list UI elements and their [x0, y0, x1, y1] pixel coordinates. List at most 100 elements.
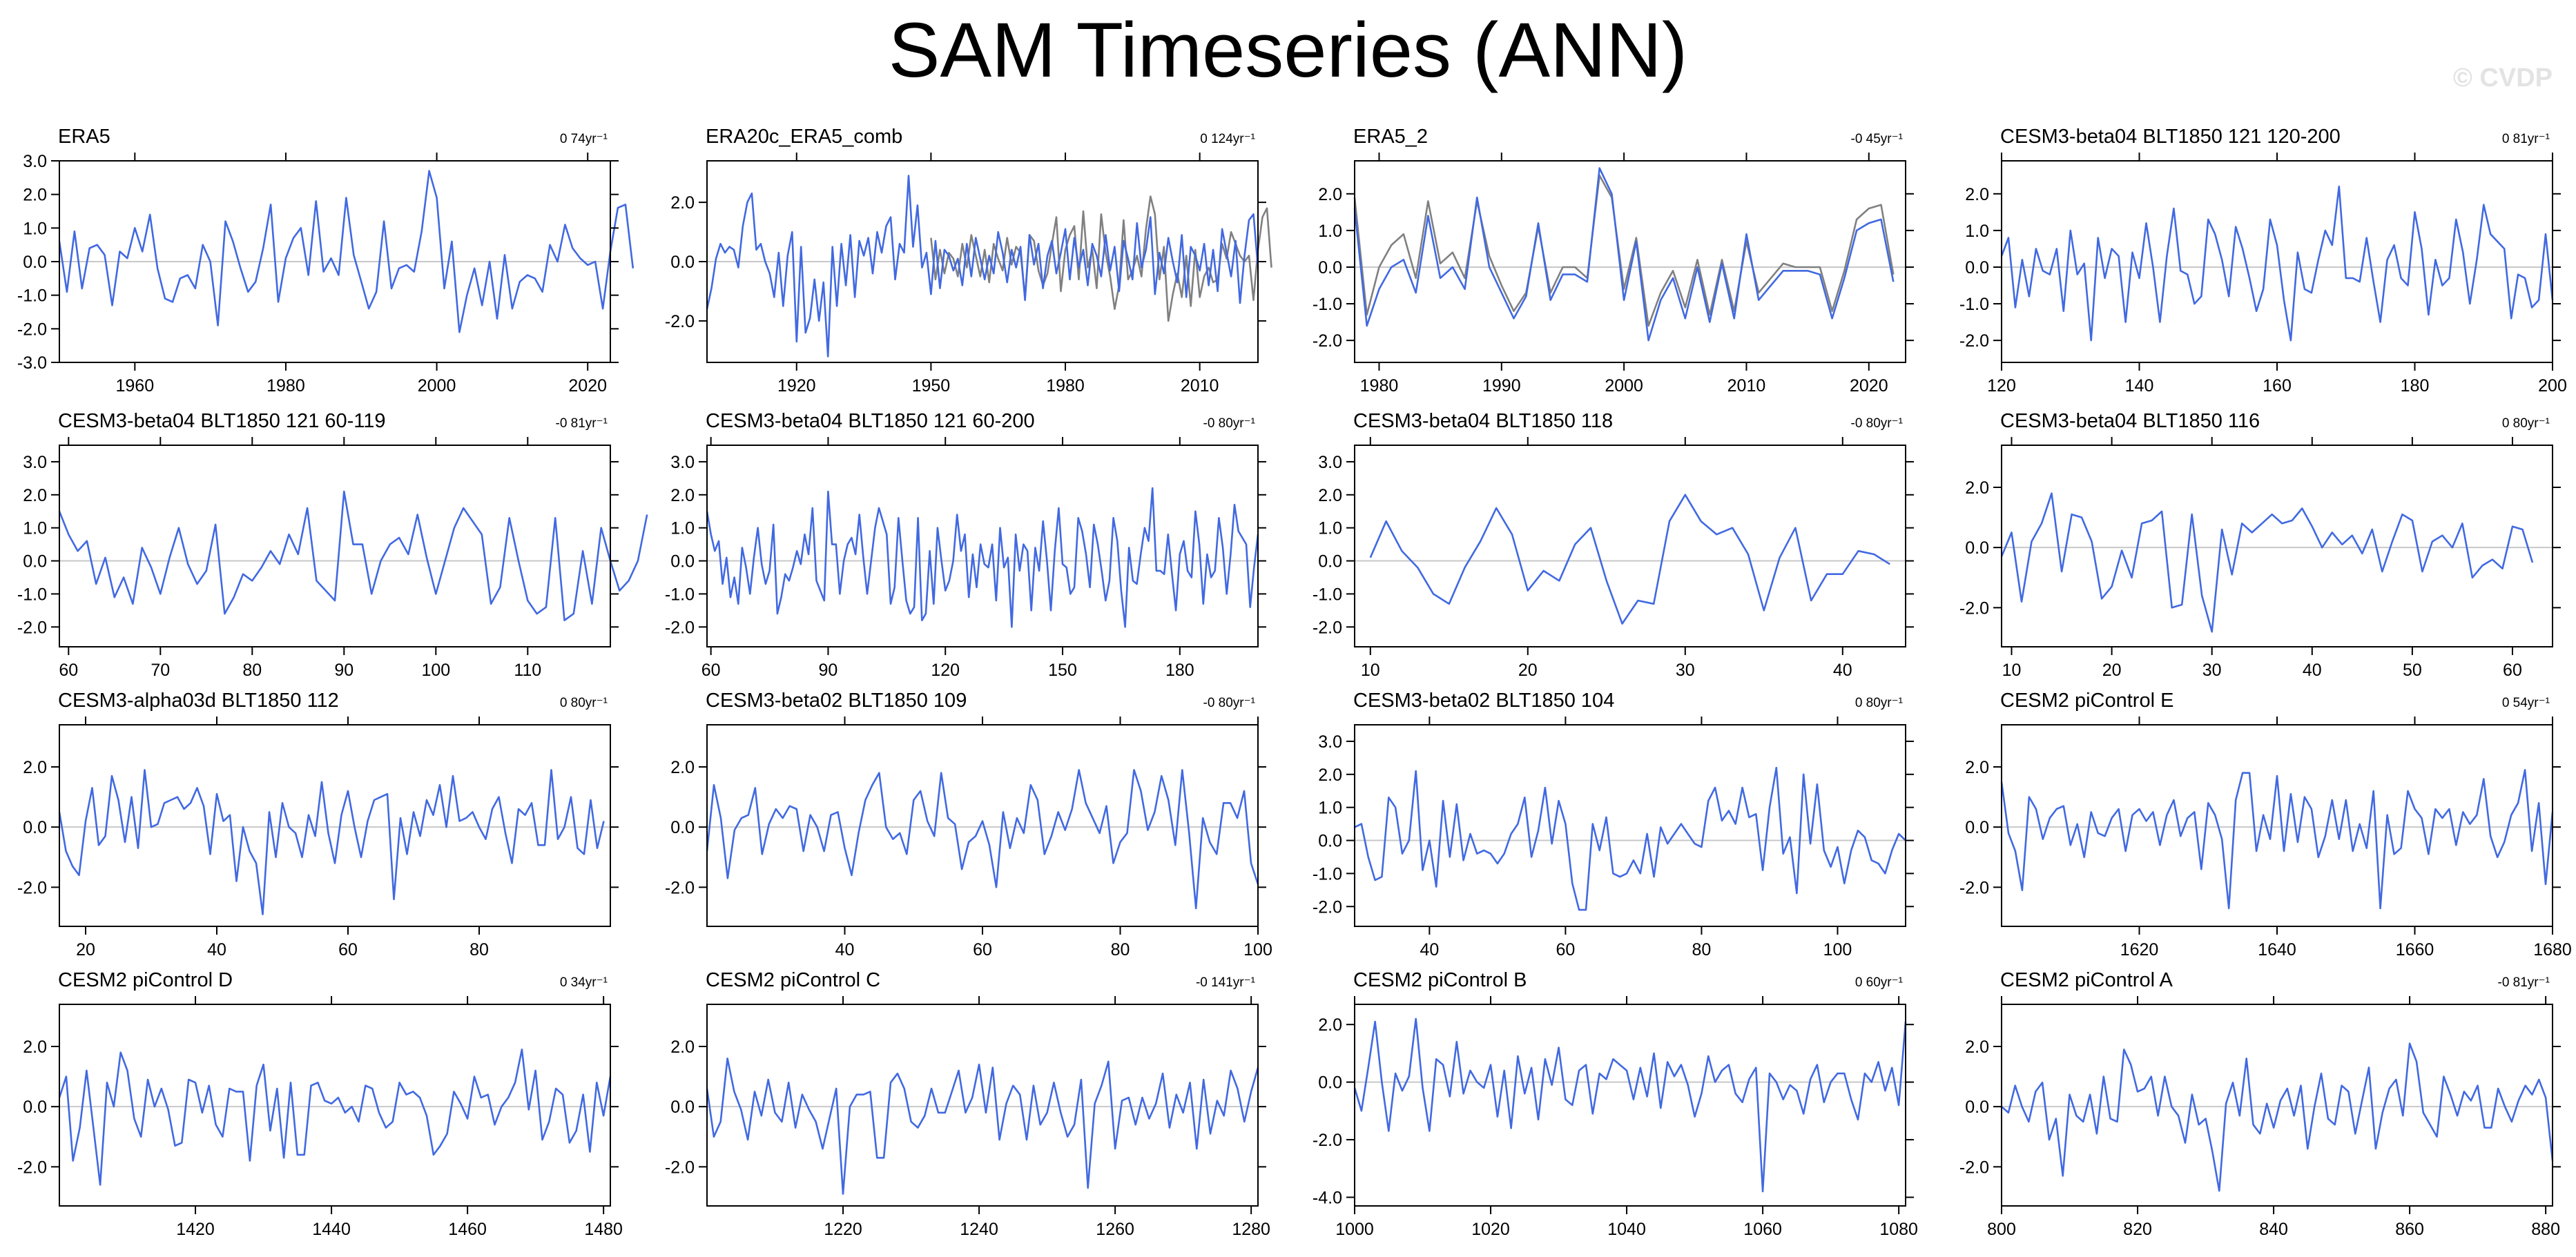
y-tick-label: -2.0 [1313, 897, 1342, 917]
plot-frame [59, 445, 611, 647]
y-tick-label: 2.0 [670, 758, 695, 777]
x-tick-label: 2010 [1727, 376, 1766, 396]
y-tick-label: -2.0 [1959, 598, 1989, 618]
series-line [2001, 1042, 2554, 1192]
trend-label: -0 45yr⁻¹ [1851, 132, 1904, 146]
x-tick-label: 1280 [1232, 1220, 1270, 1239]
series-line [1353, 167, 1895, 342]
series-line [706, 175, 1259, 358]
trend-label: -0 80yr⁻¹ [1203, 416, 1256, 431]
y-tick-label: -2.0 [1313, 618, 1342, 637]
x-tick-label: 100 [1823, 940, 1852, 959]
y-tick-label: 1.0 [23, 519, 47, 538]
y-tick-label: 2.0 [670, 193, 695, 213]
y-tick-label: 1.0 [670, 519, 695, 538]
panel-title: CESM2 piControl D [58, 969, 233, 991]
x-tick-label: 70 [151, 661, 170, 680]
trend-label: 0 34yr⁻¹ [560, 975, 608, 990]
trend-label: 0 80yr⁻¹ [1855, 696, 1903, 710]
y-tick-label: 0.0 [670, 1098, 695, 1117]
x-tick-label: 1660 [2396, 940, 2434, 959]
series-line [1353, 1017, 1907, 1193]
panel-title: ERA5_2 [1353, 126, 1428, 148]
series-line [706, 1058, 1259, 1195]
chart-panel: CESM2 piControl E 0 54yr⁻¹ 1620 1640 1660 168… [1959, 690, 2572, 959]
y-tick-label: 3.0 [23, 453, 47, 472]
chart-panel: CESM3-alpha03d BLT1850 112 0 80yr⁻¹ 20 40 60… [17, 690, 619, 959]
x-tick-label: 60 [1556, 940, 1576, 959]
y-tick-label: -1.0 [17, 585, 47, 604]
y-tick-label: 1.0 [1318, 519, 1342, 538]
series-line [706, 769, 1259, 910]
x-tick-label: 1020 [1471, 1220, 1510, 1239]
y-tick-label: -1.0 [1959, 295, 1989, 314]
x-tick-label: 160 [2263, 376, 2292, 396]
chart-panel: CESM3-beta04 BLT1850 121 120-200 0 81yr⁻¹… [1959, 126, 2567, 396]
series-line [2000, 769, 2554, 910]
y-tick-label: 2.0 [670, 486, 695, 505]
chart-panel: CESM3-beta04 BLT1850 116 0 80yr⁻¹ 10 20 30 40… [1959, 410, 2561, 680]
x-tick-label: 140 [2125, 376, 2154, 396]
panel-title: CESM3-beta04 BLT1850 121 60-119 [58, 410, 386, 432]
panel-title: CESM3-beta02 BLT1850 109 [706, 690, 967, 712]
x-tick-label: 880 [2531, 1220, 2560, 1239]
series-line [58, 170, 635, 333]
series-line [2000, 185, 2554, 342]
x-tick-label: 40 [207, 940, 226, 959]
y-tick-label: 2.0 [1965, 185, 1989, 204]
y-tick-label: -1.0 [17, 286, 47, 306]
trend-label: -0 81yr⁻¹ [556, 416, 608, 431]
x-tick-label: 60 [701, 661, 721, 680]
trend-label: 0 81yr⁻¹ [2502, 132, 2550, 146]
plot-frame [1354, 445, 1906, 647]
y-tick-label: -2.0 [1959, 1158, 1989, 1177]
y-tick-label: 1.0 [1318, 799, 1342, 818]
series-line [2000, 492, 2534, 633]
y-tick-label: -2.0 [665, 1158, 695, 1177]
series-line [1354, 766, 1906, 911]
x-tick-label: 50 [2403, 661, 2422, 680]
chart-panel: ERA5_2 -0 45yr⁻¹ 1980 1990 2000 2010 2020 -2.0 -… [1313, 126, 1914, 396]
y-tick-label: 2.0 [1318, 185, 1342, 204]
plot-frame [706, 724, 1259, 927]
chart-panel: CESM2 piControl C -0 141yr⁻¹ 1220 1240 1260 1… [665, 969, 1270, 1239]
panel-title: CESM3-beta02 BLT1850 104 [1353, 690, 1614, 712]
x-tick-label: 180 [1165, 661, 1194, 680]
plot-frame [706, 445, 1259, 647]
x-tick-label: 40 [835, 940, 855, 959]
chart-panel: CESM2 piControl B 0 60yr⁻¹ 1000 1020 1040 106… [1313, 969, 1918, 1239]
x-tick-label: 80 [1692, 940, 1712, 959]
chart-panel: ERA20c_ERA5_comb 0 124yr⁻¹ 1920 1950 1980 201… [665, 126, 1272, 396]
y-tick-label: 2.0 [1965, 1037, 1989, 1057]
y-tick-label: 0.0 [1965, 1098, 1989, 1117]
x-tick-label: 860 [2395, 1220, 2424, 1239]
x-tick-label: 1220 [824, 1220, 862, 1239]
x-tick-label: 1260 [1096, 1220, 1134, 1239]
x-tick-label: 2000 [1605, 376, 1643, 396]
copyright-watermark: © CVDP [2452, 64, 2553, 92]
chart-panel: CESM3-beta02 BLT1850 109 -0 80yr⁻¹ 40 60 80 1… [665, 690, 1272, 959]
y-tick-label: -1.0 [1313, 585, 1342, 604]
trend-label: -0 141yr⁻¹ [1196, 975, 1255, 990]
y-tick-label: 2.0 [1318, 766, 1342, 785]
series-line [58, 769, 605, 915]
x-tick-label: 2020 [568, 376, 607, 396]
x-tick-label: 2020 [1850, 376, 1888, 396]
y-tick-label: 0.0 [23, 1098, 47, 1117]
x-tick-label: 1920 [777, 376, 816, 396]
trend-label: -0 80yr⁻¹ [1851, 416, 1904, 431]
x-tick-label: 2000 [418, 376, 456, 396]
x-tick-label: 120 [1987, 376, 2016, 396]
y-tick-label: 0.0 [1965, 818, 1989, 837]
x-tick-label: 1980 [1046, 376, 1085, 396]
y-tick-label: -3.0 [17, 353, 47, 373]
series-line [1369, 494, 1890, 625]
y-tick-label: 3.0 [23, 152, 47, 171]
series-line [1353, 174, 1895, 327]
panel-title: CESM2 piControl B [1353, 969, 1527, 991]
x-tick-label: 20 [1518, 661, 1538, 680]
y-tick-label: -2.0 [665, 618, 695, 637]
plot-frame [1354, 160, 1906, 363]
x-tick-label: 10 [2002, 661, 2022, 680]
